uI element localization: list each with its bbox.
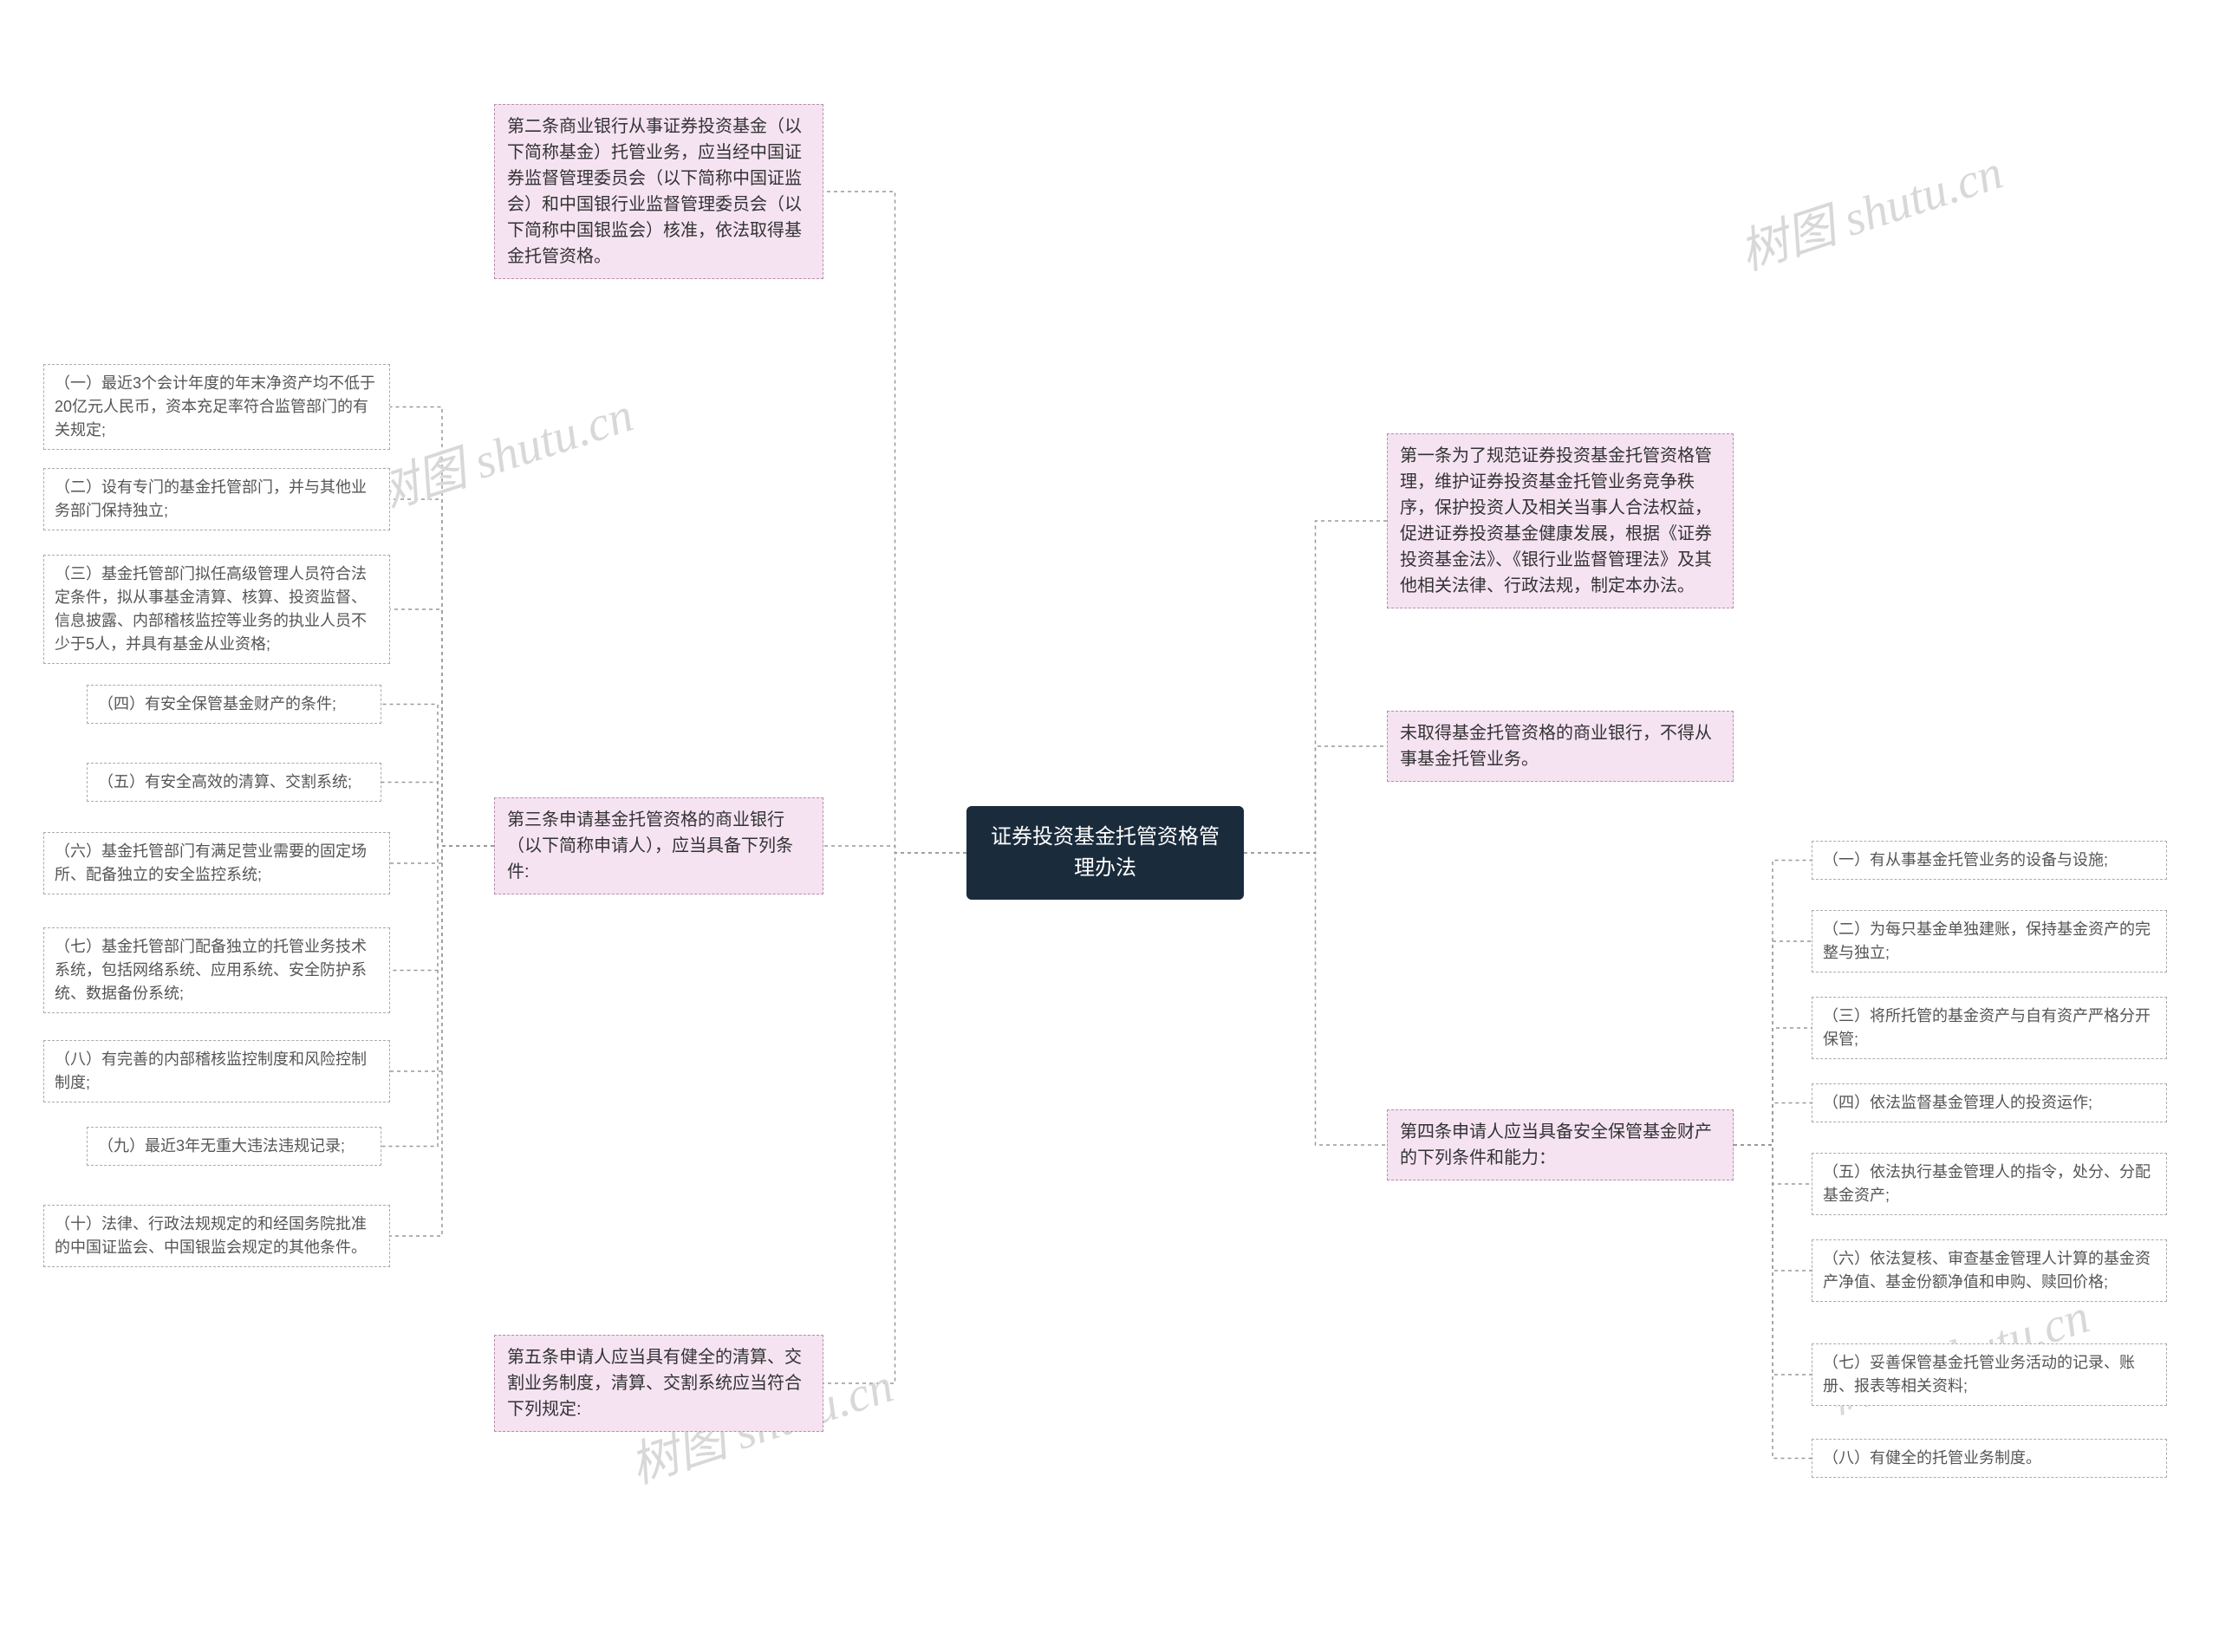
r4-child: （七）妥善保管基金托管业务活动的记录、账册、报表等相关资料; <box>1812 1343 2167 1406</box>
right-node-article4: 第四条申请人应当具备安全保管基金财产的下列条件和能力： <box>1387 1109 1734 1180</box>
watermark: 树图 shutu.cn <box>360 375 641 526</box>
l3-child: （四）有安全保管基金财产的条件; <box>87 685 381 724</box>
root-node: 证券投资基金托管资格管理办法 <box>966 806 1244 900</box>
l3-child: （六）基金托管部门有满足营业需要的固定场所、配备独立的安全监控系统; <box>43 832 390 894</box>
l3-child: （八）有完善的内部稽核监控制度和风险控制制度; <box>43 1040 390 1102</box>
r4-child: （八）有健全的托管业务制度。 <box>1812 1439 2167 1478</box>
r4-child: （六）依法复核、审查基金管理人计算的基金资产净值、基金份额净值和申购、赎回价格; <box>1812 1239 2167 1302</box>
r4-child: （五）依法执行基金管理人的指令，处分、分配基金资产; <box>1812 1153 2167 1215</box>
right-node-article1: 第一条为了规范证券投资基金托管资格管理，维护证券投资基金托管业务竞争秩序，保护投… <box>1387 433 1734 608</box>
l3-child: （九）最近3年无重大违法违规记录; <box>87 1127 381 1166</box>
left-node-article5: 第五条申请人应当具有健全的清算、交割业务制度，清算、交割系统应当符合下列规定: <box>494 1335 823 1432</box>
left-node-article3: 第三条申请基金托管资格的商业银行（以下简称申请人），应当具备下列条件: <box>494 797 823 894</box>
r4-child: （一）有从事基金托管业务的设备与设施; <box>1812 841 2167 880</box>
r4-child: （四）依法监督基金管理人的投资运作; <box>1812 1083 2167 1122</box>
l3-child: （五）有安全高效的清算、交割系统; <box>87 763 381 802</box>
l3-child: （十）法律、行政法规规定的和经国务院批准的中国证监会、中国银监会规定的其他条件。 <box>43 1205 390 1267</box>
l3-child: （三）基金托管部门拟任高级管理人员符合法定条件，拟从事基金清算、核算、投资监督、… <box>43 555 390 664</box>
right-node-unqualified: 未取得基金托管资格的商业银行，不得从事基金托管业务。 <box>1387 711 1734 782</box>
l3-child: （一）最近3个会计年度的年末净资产均不低于20亿元人民币，资本充足率符合监管部门… <box>43 364 390 450</box>
r4-child: （三）将所托管的基金资产与自有资产严格分开保管; <box>1812 997 2167 1059</box>
l3-child: （二）设有专门的基金托管部门，并与其他业务部门保持独立; <box>43 468 390 530</box>
r4-child: （二）为每只基金单独建账，保持基金资产的完整与独立; <box>1812 910 2167 972</box>
left-node-article2: 第二条商业银行从事证券投资基金（以下简称基金）托管业务，应当经中国证券监督管理委… <box>494 104 823 279</box>
watermark: 树图 shutu.cn <box>1729 133 2010 283</box>
l3-child: （七）基金托管部门配备独立的托管业务技术系统，包括网络系统、应用系统、安全防护系… <box>43 927 390 1013</box>
